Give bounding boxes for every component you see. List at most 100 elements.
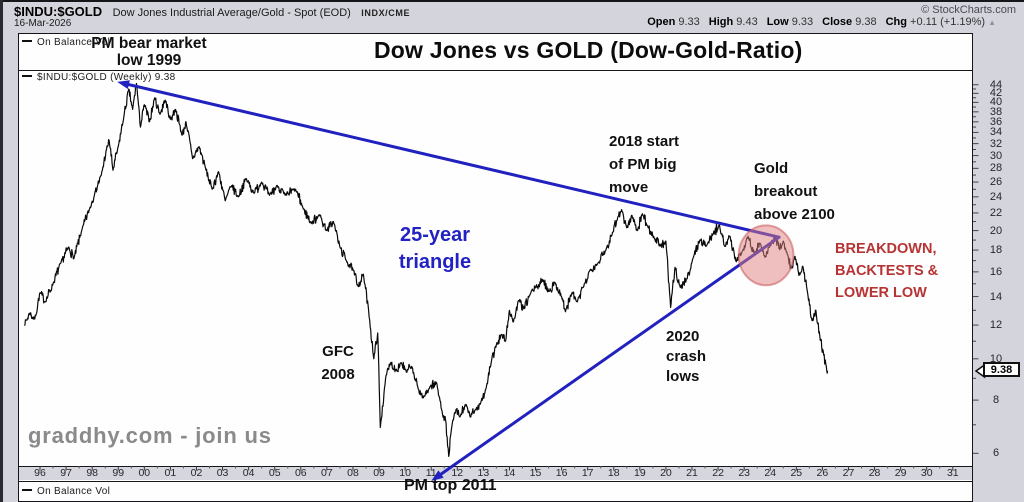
start-2018-pm-move: 2018 start of PM big move	[609, 133, 680, 196]
legend-obv-bottom: On Balance Vol	[22, 486, 110, 497]
x-axis-label: 00	[138, 467, 151, 479]
x-axis-label: 20	[660, 467, 672, 479]
x-axis-label: 07	[321, 467, 333, 479]
trendline-ascending-support-arrowhead	[431, 470, 444, 481]
legend-obv-bottom-label: On Balance Vol	[37, 486, 111, 497]
line-swatch-icon	[22, 489, 32, 492]
x-axis-strip	[19, 467, 972, 480]
x-axis-label: 03	[216, 467, 229, 479]
header-row: $INDU:$GOLD Dow Jones Industrial Average…	[14, 3, 411, 19]
x-axis-label: 04	[242, 467, 255, 479]
x-axis-label: 18	[607, 467, 620, 479]
x-axis-label: 31	[946, 467, 959, 479]
quote-label: Open	[647, 16, 676, 28]
y-axis-label: 38	[989, 105, 1003, 118]
y-axis-label: 16	[989, 265, 1003, 278]
last-price-flag: 9.38	[983, 362, 1020, 377]
y-axis-label: 24	[989, 190, 1003, 203]
pm-top-2011: PM top 2011	[404, 477, 497, 494]
y-axis-label: 8	[992, 394, 1000, 407]
x-axis-label: 98	[86, 467, 98, 479]
x-axis-label: 09	[373, 467, 385, 479]
chart-left-edge	[0, 0, 3, 502]
quote-value: 9.33	[788, 16, 814, 28]
ticker-symbol: $INDU:$GOLD	[14, 4, 103, 19]
change-up-icon: ▲	[988, 18, 996, 27]
y-axis-label: 10	[989, 352, 1003, 365]
x-axis-label: 25	[790, 467, 803, 479]
x-axis-label: 16	[555, 467, 568, 479]
x-axis-label: 26	[816, 467, 829, 479]
legend-price-series: $INDU:$GOLD (Weekly) 9.38	[22, 72, 175, 83]
x-axis-label: 11	[425, 467, 437, 479]
x-axis-label: 24	[764, 467, 777, 479]
y-axis-label: 42	[989, 87, 1003, 100]
x-axis-label: 17	[581, 467, 594, 479]
copyright-label: © StockCharts.com	[921, 4, 1016, 16]
x-axis-label: 22	[712, 467, 724, 479]
quote-value: +0.11 (+1.19%)	[907, 16, 986, 28]
trendline-descending-resistance-arrowhead	[117, 80, 130, 89]
x-axis-label: 06	[294, 467, 307, 479]
x-axis-label: 96	[34, 467, 46, 479]
quote-value: 9.38	[852, 16, 877, 28]
ticker-description: Dow Jones Industrial Average/Gold - Spot…	[112, 7, 351, 19]
quote-label: Close	[822, 16, 853, 28]
x-axis-label: 14	[503, 467, 516, 479]
gold-breakout-above-2100: Gold breakout above 2100	[754, 160, 835, 223]
quote-value: 9.33	[675, 16, 700, 28]
quote-value: 9.43	[733, 16, 758, 28]
x-axis-label: 19	[633, 467, 646, 479]
y-axis-label: 12	[989, 319, 1003, 332]
twenty-five-year-triangle: 25-year triangle	[398, 224, 472, 273]
chart-top-edge	[0, 0, 1024, 2]
y-axis-label: 6	[992, 447, 1000, 460]
y-axis-label: 28	[989, 162, 1003, 175]
legend-obv-top: On Balance Vol	[22, 37, 110, 48]
y-axis-label: 18	[989, 244, 1003, 257]
x-axis-label: 02	[190, 467, 203, 479]
chart-title: Dow Jones vs GOLD (Dow-Gold-Ratio)	[374, 37, 803, 63]
y-axis-label: 40	[989, 96, 1003, 109]
x-axis-label: 15	[529, 467, 542, 479]
line-swatch-icon	[22, 40, 32, 43]
ticker-exchange: INDX/CME	[361, 8, 411, 18]
x-axis-label: 10	[399, 467, 411, 479]
breakdown-backtests-lower-low: BREAKDOWN, BACKTESTS & LOWER LOW	[835, 241, 939, 301]
x-axis-label: 97	[60, 467, 72, 479]
y-axis-label: 20	[989, 224, 1003, 237]
gold-breakout-zone	[737, 224, 795, 287]
x-axis-label: 01	[164, 467, 177, 479]
y-axis-label: 26	[989, 176, 1003, 189]
x-axis-label: 13	[477, 467, 490, 479]
x-axis-label: 08	[347, 467, 359, 479]
y-axis-label: 44	[989, 78, 1003, 91]
y-axis-label: 30	[989, 149, 1003, 162]
y-axis-label: 32	[989, 137, 1003, 150]
x-axis-label: 05	[268, 467, 281, 479]
x-axis-label: 21	[686, 467, 698, 479]
y-axis-label: 14	[989, 290, 1003, 303]
x-axis-label: 27	[842, 467, 855, 479]
y-axis-label: 22	[989, 206, 1003, 219]
legend-obv-top-label: On Balance Vol	[37, 37, 111, 48]
gfc-2008: GFC 2008	[321, 343, 355, 383]
x-axis-label: 99	[112, 467, 125, 479]
trendline-ascending-support	[435, 235, 781, 479]
pm-bear-market-low-1999: PM bear market low 1999	[91, 35, 207, 69]
chart-panel	[18, 33, 973, 502]
y-axis-label: 36	[989, 115, 1003, 128]
quote-label: High	[708, 16, 734, 28]
quote-label: Low	[766, 16, 789, 28]
quote-label: Chg	[885, 16, 907, 28]
watermark: graddhy.com - join us	[28, 423, 272, 448]
crash-lows-2020: 2020 crash lows	[666, 328, 707, 385]
trendline-descending-resistance	[122, 81, 781, 239]
x-axis-label: 29	[894, 467, 907, 479]
y-axis-label: 34	[989, 126, 1003, 139]
price-line	[24, 82, 829, 457]
x-axis-label: 12	[451, 467, 464, 479]
line-swatch-icon	[22, 75, 32, 78]
